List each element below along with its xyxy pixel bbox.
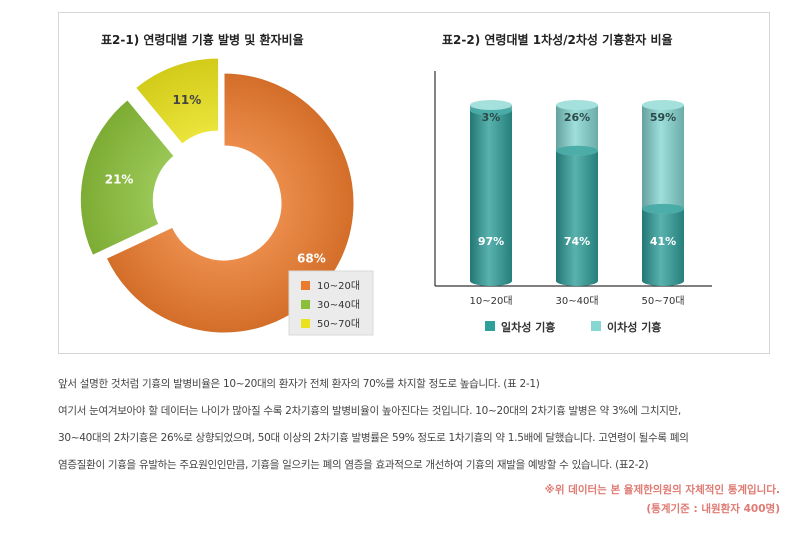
chart-panel: 표2-1) 연령대별 기흉 발병 및 환자비율 표2-2) 연령대별 1차성/2… (58, 12, 770, 354)
bar-secondary-3 (642, 105, 684, 214)
bar-legend-swatch-2 (591, 321, 601, 331)
paragraph-line-3: 30~40대의 2차기흉은 26%로 상향되었으며, 50대 이상의 2차기흉 … (58, 432, 689, 444)
donut-slice-label-3: 11% (173, 93, 202, 107)
bar-primary-1 (470, 110, 512, 286)
bar-primary-label-3: 41% (650, 235, 676, 248)
donut-slice-2 (79, 99, 175, 256)
donut-slice-label-2: 21% (105, 173, 134, 187)
bar-primary-label-1: 97% (478, 235, 504, 248)
bar-legend-swatch-1 (485, 321, 495, 331)
donut-slice-label-1: 68% (297, 252, 326, 266)
bar-secondary-2 (556, 105, 598, 156)
bar-top-cap-3 (642, 100, 684, 110)
charts-canvas: 68% 21% 11% 10~20대 30~40대 50~70대 3% 97% 10~20대 26… (79, 57, 712, 336)
paragraph-line-2: 여기서 눈여겨보아야 할 데이터는 나이가 많아질 수록 2차기흉의 발병비율이… (58, 405, 681, 417)
donut-legend-label-2: 30~40대 (317, 299, 360, 311)
donut-chart-title: 표2-1) 연령대별 기흉 발병 및 환자비율 (101, 33, 304, 47)
bar-chart-title: 표2-2) 연령대별 1차성/2차성 기흉환자 비율 (442, 33, 673, 47)
bar-split-cap-2 (556, 145, 598, 156)
bar-category-label-1: 10~20대 (469, 295, 512, 307)
bar-legend-label-2: 이차성 기흉 (607, 320, 661, 334)
donut-legend-label-1: 10~20대 (317, 280, 360, 292)
bar-secondary-label-3: 59% (650, 111, 676, 124)
paragraph-line-4: 염증질환이 기흉을 유발하는 주요원인인만큼, 기흉을 일으키는 폐의 염증을 … (58, 459, 649, 471)
donut-legend-swatch-2 (301, 300, 310, 309)
donut-legend-swatch-1 (301, 281, 310, 290)
bar-primary-2 (556, 150, 598, 286)
paragraph-line-1: 앞서 설명한 것처럼 기흉의 발병비율은 10~20대의 환자가 전체 환자의 … (58, 378, 540, 390)
bar-legend-label-1: 일차성 기흉 (501, 320, 555, 334)
bar-secondary-label-1: 3% (482, 111, 501, 124)
bar-top-cap-2 (556, 100, 598, 110)
bar-secondary-label-2: 26% (564, 111, 590, 124)
donut-slice-1 (105, 72, 355, 334)
bar-primary-3 (642, 208, 684, 286)
source-note: ※위 데이터는 본 율제한의원의 자체적인 통계입니다. (544, 484, 780, 496)
bar-top-cap-1 (470, 100, 512, 110)
source-basis-note: (통계기준 : 내원환자 400명) (646, 503, 780, 515)
donut-legend-label-3: 50~70대 (317, 318, 360, 330)
donut-legend-swatch-3 (301, 319, 310, 328)
donut-slice-3 (135, 57, 220, 145)
bar-split-cap-3 (642, 203, 684, 214)
bar-category-label-2: 30~40대 (555, 295, 598, 307)
bar-primary-label-2: 74% (564, 235, 590, 248)
bar-category-label-3: 50~70대 (641, 295, 684, 307)
